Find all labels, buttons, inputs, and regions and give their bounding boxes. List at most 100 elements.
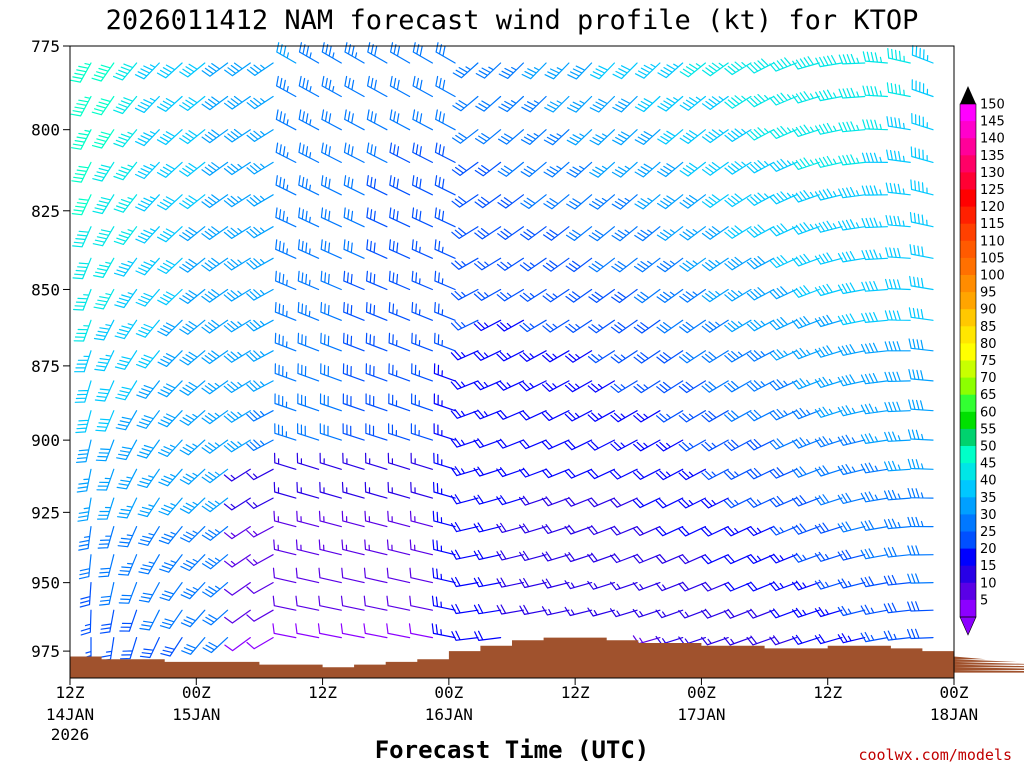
colorbar-label: 75 <box>980 354 997 369</box>
wind-barb <box>451 630 479 641</box>
wind-barb <box>564 606 593 617</box>
wind-barb <box>297 332 320 352</box>
wind-barb <box>134 95 160 113</box>
colorbar-label: 85 <box>980 320 997 335</box>
wind-barb <box>116 439 138 461</box>
wind-barb <box>544 95 570 113</box>
x-tick-date: 14JAN <box>46 705 94 724</box>
wind-barb <box>276 42 297 64</box>
wind-barb <box>410 423 433 441</box>
wind-barb <box>410 481 433 499</box>
wind-barb <box>390 42 411 64</box>
wind-barb <box>275 207 297 228</box>
wind-barb <box>908 338 934 352</box>
wind-barb <box>679 194 706 209</box>
wind-barb <box>246 95 274 110</box>
wind-barb <box>542 288 570 303</box>
wind-barb <box>701 410 729 423</box>
wind-barb <box>544 62 570 80</box>
wind-barb <box>118 554 138 576</box>
wind-barb <box>701 497 729 509</box>
wind-barb <box>724 468 752 480</box>
wind-barb <box>588 319 615 334</box>
wind-barb <box>908 307 934 321</box>
wind-barb <box>180 526 206 543</box>
wind-barb <box>701 380 729 393</box>
wind-barb <box>837 492 866 504</box>
wind-barb <box>564 496 593 507</box>
wind-barb <box>587 468 615 480</box>
wind-barb <box>295 595 320 611</box>
wind-barb <box>498 129 524 145</box>
wind-barb <box>610 525 638 536</box>
wind-barb <box>246 609 274 622</box>
wind-barb <box>434 142 456 163</box>
wind-barb <box>724 161 752 175</box>
wind-barb <box>344 42 365 64</box>
wind-barb <box>320 332 342 352</box>
colorbar-swatch <box>960 223 976 242</box>
wind-barb <box>724 439 752 452</box>
y-tick-label: 850 <box>31 280 60 299</box>
wind-barb <box>884 460 911 472</box>
wind-barb <box>113 161 138 181</box>
wind-barb <box>746 380 775 392</box>
wind-barb <box>95 439 115 462</box>
wind-barb <box>837 549 866 561</box>
wind-barb <box>276 75 297 98</box>
wind-barb <box>366 175 388 196</box>
wind-barb <box>724 128 752 142</box>
wind-barb <box>387 452 411 470</box>
colorbar-swatch <box>960 497 976 515</box>
wind-barb <box>366 239 388 259</box>
wind-barb <box>543 129 570 146</box>
wind-barb <box>389 109 411 131</box>
x-tick-year: 2026 <box>51 725 90 744</box>
wind-barb <box>886 116 911 131</box>
credit-link[interactable]: coolwx.com/models <box>858 746 1012 764</box>
wind-barb <box>179 257 206 273</box>
wind-barb <box>473 549 502 561</box>
wind-barb <box>74 380 92 403</box>
wind-barb <box>246 410 274 422</box>
wind-barb <box>201 129 229 144</box>
wind-barb <box>341 567 365 584</box>
wind-barb <box>179 380 206 396</box>
wind-barb <box>883 546 911 558</box>
wind-barb <box>724 410 752 422</box>
colorbar-swatch <box>960 275 976 293</box>
wind-barb <box>519 604 547 615</box>
wind-barb <box>815 155 843 168</box>
wind-barb <box>410 452 433 470</box>
wind-barb <box>224 582 251 596</box>
wind-barb <box>678 468 706 481</box>
wind-barb <box>73 288 92 311</box>
wind-barb <box>433 363 456 382</box>
wind-barb <box>318 539 342 556</box>
wind-barb <box>138 526 160 546</box>
wind-barb <box>223 468 251 482</box>
wind-barb <box>386 567 411 584</box>
wind-barb <box>179 95 206 111</box>
wind-barb <box>433 393 456 412</box>
wind-barb <box>701 226 729 240</box>
wind-barb <box>701 554 729 565</box>
wind-barb <box>451 194 479 208</box>
wind-barb <box>860 548 888 560</box>
wind-barb <box>564 439 593 451</box>
wind-barb <box>885 215 911 228</box>
wind-barb <box>223 319 251 333</box>
wind-barb <box>837 434 866 446</box>
wind-barb <box>565 288 593 303</box>
wind-barb <box>587 350 615 364</box>
wind-barb <box>341 481 365 499</box>
wind-barb <box>910 146 934 163</box>
wind-barb <box>320 363 342 382</box>
wind-barb <box>201 410 229 425</box>
wind-barb <box>519 523 547 534</box>
colorbar-swatch <box>960 480 976 498</box>
wind-barb <box>769 125 797 139</box>
wind-barb <box>860 576 888 588</box>
wind-barb <box>363 623 388 639</box>
wind-barb <box>746 497 775 508</box>
